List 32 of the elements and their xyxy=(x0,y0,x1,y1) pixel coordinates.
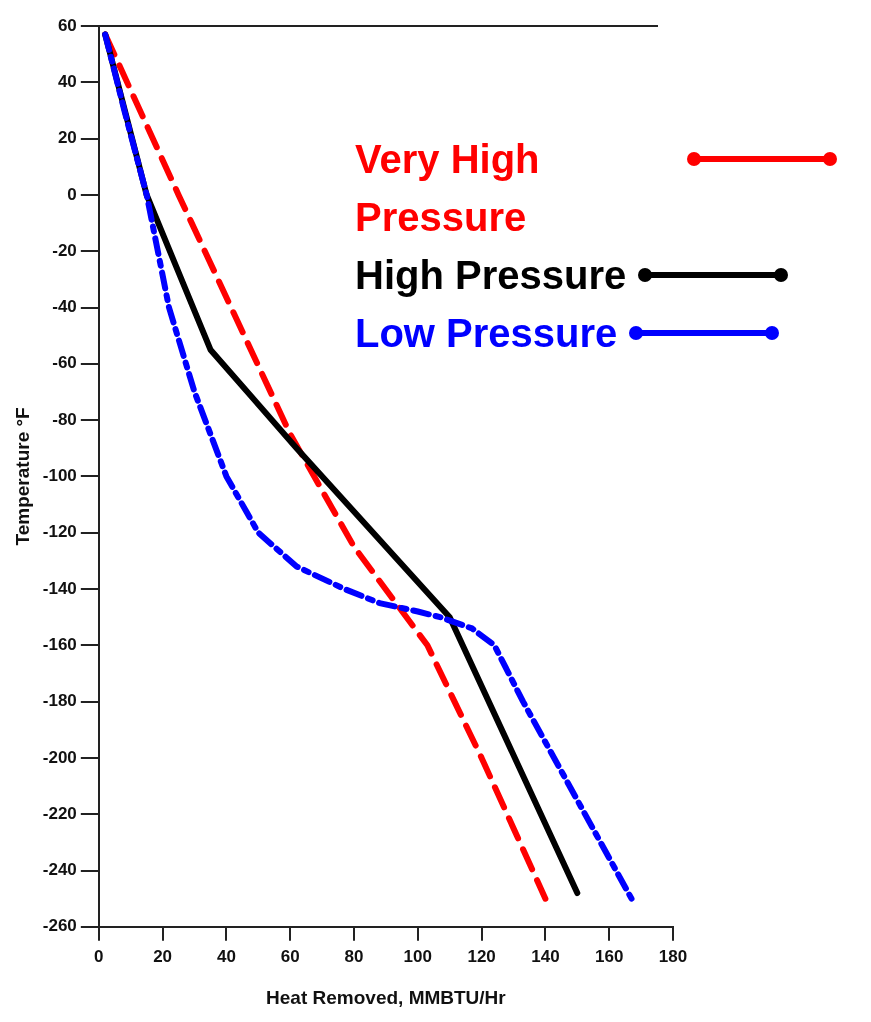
y-tick-label: -80 xyxy=(52,409,77,429)
x-tick-label: 40 xyxy=(216,946,236,966)
y-tick-label: -20 xyxy=(52,240,77,260)
legend-label: High Pressure xyxy=(355,252,627,299)
y-tick-label: -200 xyxy=(42,747,77,767)
x-tick-label: 160 xyxy=(595,946,624,966)
x-tick-label: 180 xyxy=(658,946,688,966)
y-tick-label: -140 xyxy=(42,578,77,598)
y-tick-label: -60 xyxy=(52,353,77,373)
y-tick-label: -160 xyxy=(42,634,77,654)
y-tick-label: -100 xyxy=(42,466,77,486)
x-tick-label: 100 xyxy=(403,946,432,966)
legend-label: Low Pressure xyxy=(355,310,618,357)
text: Very High Pressure xyxy=(355,136,541,241)
y-tick-label: -120 xyxy=(42,522,77,542)
x-tick-label: 120 xyxy=(467,946,496,966)
x-axis-title: Heat Removed, MMBTU/Hr xyxy=(266,986,507,1008)
y-tick-label: -180 xyxy=(42,691,77,711)
x-tick-label: 80 xyxy=(344,946,364,966)
y-tick-label: -40 xyxy=(52,297,77,317)
x-tick-label: 140 xyxy=(531,946,560,966)
y-tick-label: -240 xyxy=(42,860,77,880)
y-tick-label: 20 xyxy=(57,128,77,148)
x-tick-label: 60 xyxy=(280,946,300,966)
y-tick-label: -260 xyxy=(42,916,77,936)
y-tick-label: 40 xyxy=(57,71,77,91)
x-tick-label: 20 xyxy=(153,946,173,966)
y-tick-label: 60 xyxy=(57,15,77,35)
x-tick-label: 0 xyxy=(94,946,104,966)
y-tick-label: 0 xyxy=(67,184,77,204)
y-axis-title: Temperature °F xyxy=(11,407,33,546)
y-tick-label: -220 xyxy=(42,803,77,823)
